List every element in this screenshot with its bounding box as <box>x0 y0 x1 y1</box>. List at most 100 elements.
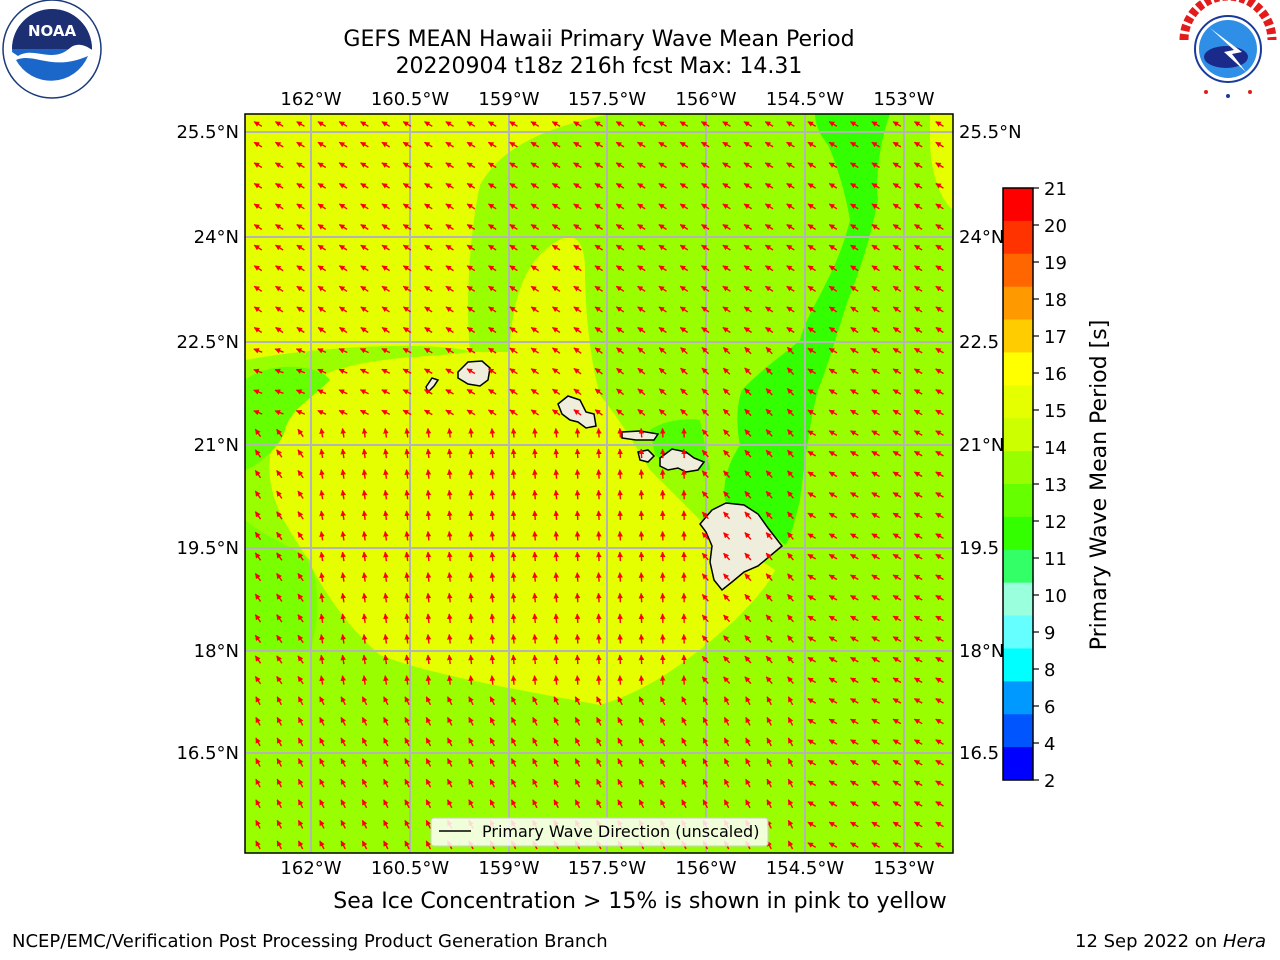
wave-direction-arrow <box>680 388 688 396</box>
wave-direction-arrow <box>658 244 667 251</box>
wave-direction-arrow <box>659 758 666 767</box>
wave-direction-arrow <box>274 141 284 148</box>
wave-direction-arrow <box>338 162 348 169</box>
wave-direction-arrow <box>786 388 795 396</box>
wave-direction-arrow <box>743 162 753 169</box>
wave-direction-arrow <box>404 489 410 500</box>
wave-direction-arrow <box>745 696 751 706</box>
wave-direction-arrow <box>871 121 880 127</box>
wave-direction-arrow <box>935 718 944 725</box>
wave-direction-arrow <box>658 162 667 169</box>
wave-direction-arrow <box>913 739 923 745</box>
wave-direction-arrow <box>701 244 710 251</box>
wave-direction-arrow <box>701 491 709 499</box>
wave-direction-arrow <box>510 778 517 788</box>
wave-direction-arrow <box>488 285 497 292</box>
wave-direction-arrow <box>871 182 880 189</box>
wave-direction-arrow <box>255 758 261 767</box>
wave-direction-arrow <box>573 285 582 292</box>
wave-direction-arrow <box>659 799 666 809</box>
wave-direction-arrow <box>297 655 304 664</box>
lon-tick-label: 154.5°W <box>766 858 845 879</box>
wave-direction-arrow <box>338 203 348 210</box>
wave-direction-arrow <box>296 326 305 334</box>
wave-direction-arrow <box>638 427 645 438</box>
wave-direction-arrow <box>468 530 474 541</box>
colorbar-swatch <box>1003 220 1033 255</box>
wave-direction-arrow <box>573 388 582 396</box>
wave-direction-arrow <box>596 758 602 767</box>
wave-direction-arrow <box>828 677 838 684</box>
wave-direction-arrow <box>509 141 518 148</box>
colorbar: 21 20 19 18 17 16 15 14 13 12 11 10 9 8 6 4 2 <box>1002 179 1067 792</box>
wave-direction-arrow <box>532 551 538 562</box>
wave-direction-arrow <box>913 141 923 148</box>
colorbar-tick-label: 2 <box>1044 771 1055 792</box>
wave-direction-arrow <box>383 551 389 562</box>
wave-direction-arrow <box>617 427 623 438</box>
wave-direction-arrow <box>659 716 666 726</box>
wave-direction-arrow <box>935 636 944 642</box>
wave-direction-arrow <box>807 800 817 807</box>
wave-direction-arrow <box>701 614 709 623</box>
wave-direction-arrow <box>617 633 623 644</box>
wave-direction-arrow <box>617 613 623 623</box>
wave-direction-arrow <box>381 368 391 374</box>
wave-direction-arrow <box>573 306 582 313</box>
wave-direction-arrow <box>892 759 902 766</box>
wave-direction-arrow <box>892 800 902 807</box>
wave-direction-arrow <box>744 655 752 664</box>
graticule <box>245 114 953 853</box>
wave-direction-arrow <box>402 121 412 127</box>
map-legend: Primary Wave Direction (unscaled) <box>430 817 769 847</box>
wave-direction-arrow <box>446 448 453 459</box>
wave-direction-arrow <box>743 326 752 334</box>
wave-direction-arrow <box>530 409 539 416</box>
lon-tick-label: 157.5°W <box>568 89 647 110</box>
wave-direction-arrow <box>828 615 838 622</box>
wave-direction-arrow <box>340 448 347 459</box>
wave-direction-arrow <box>510 737 517 747</box>
wave-direction-arrow <box>807 368 817 375</box>
wave-direction-arrow <box>425 572 432 582</box>
wave-direction-arrow <box>553 633 560 644</box>
wave-direction-arrow <box>828 430 838 436</box>
wave-direction-arrow <box>510 696 517 706</box>
wave-direction-arrow <box>466 162 476 169</box>
wave-direction-arrow <box>701 285 710 292</box>
colorbar-tick-label: 6 <box>1044 697 1055 718</box>
wave-direction-arrow <box>532 427 538 438</box>
wave-direction-arrow <box>871 244 880 251</box>
wave-direction-arrow <box>253 389 263 395</box>
wave-direction-arrow <box>404 675 410 685</box>
wave-direction-arrow <box>722 224 731 230</box>
wave-direction-arrow <box>723 799 730 809</box>
wave-direction-arrow <box>425 696 432 706</box>
colorbar-swatch <box>1003 484 1033 518</box>
wave-direction-arrow <box>338 409 348 416</box>
wave-direction-arrow <box>574 696 581 706</box>
wave-direction-arrow <box>361 592 368 603</box>
wave-direction-arrow <box>381 409 391 416</box>
wave-direction-arrow <box>892 121 902 127</box>
wave-direction-arrow <box>319 737 325 747</box>
wave-direction-arrow <box>723 676 731 684</box>
colorbar-swatch <box>1003 352 1033 386</box>
wave-direction-arrow <box>510 572 517 582</box>
lat-tick-label: 21°N <box>959 435 1004 456</box>
wave-direction-arrow <box>765 614 773 623</box>
wave-direction-arrow <box>425 530 432 541</box>
wave-direction-arrow <box>404 737 410 747</box>
wave-direction-arrow <box>532 737 538 747</box>
wave-direction-arrow <box>659 696 666 706</box>
wave-direction-arrow <box>913 656 923 663</box>
wave-direction-arrow <box>723 778 730 788</box>
wave-direction-arrow <box>509 203 518 210</box>
wave-direction-arrow <box>489 510 496 520</box>
wave-direction-arrow <box>338 265 348 272</box>
wave-direction-arrow <box>596 716 602 726</box>
wave-direction-arrow <box>573 121 582 127</box>
wave-direction-arrow <box>892 203 902 210</box>
wave-direction-arrow <box>530 368 539 375</box>
wave-direction-arrow <box>361 696 368 706</box>
